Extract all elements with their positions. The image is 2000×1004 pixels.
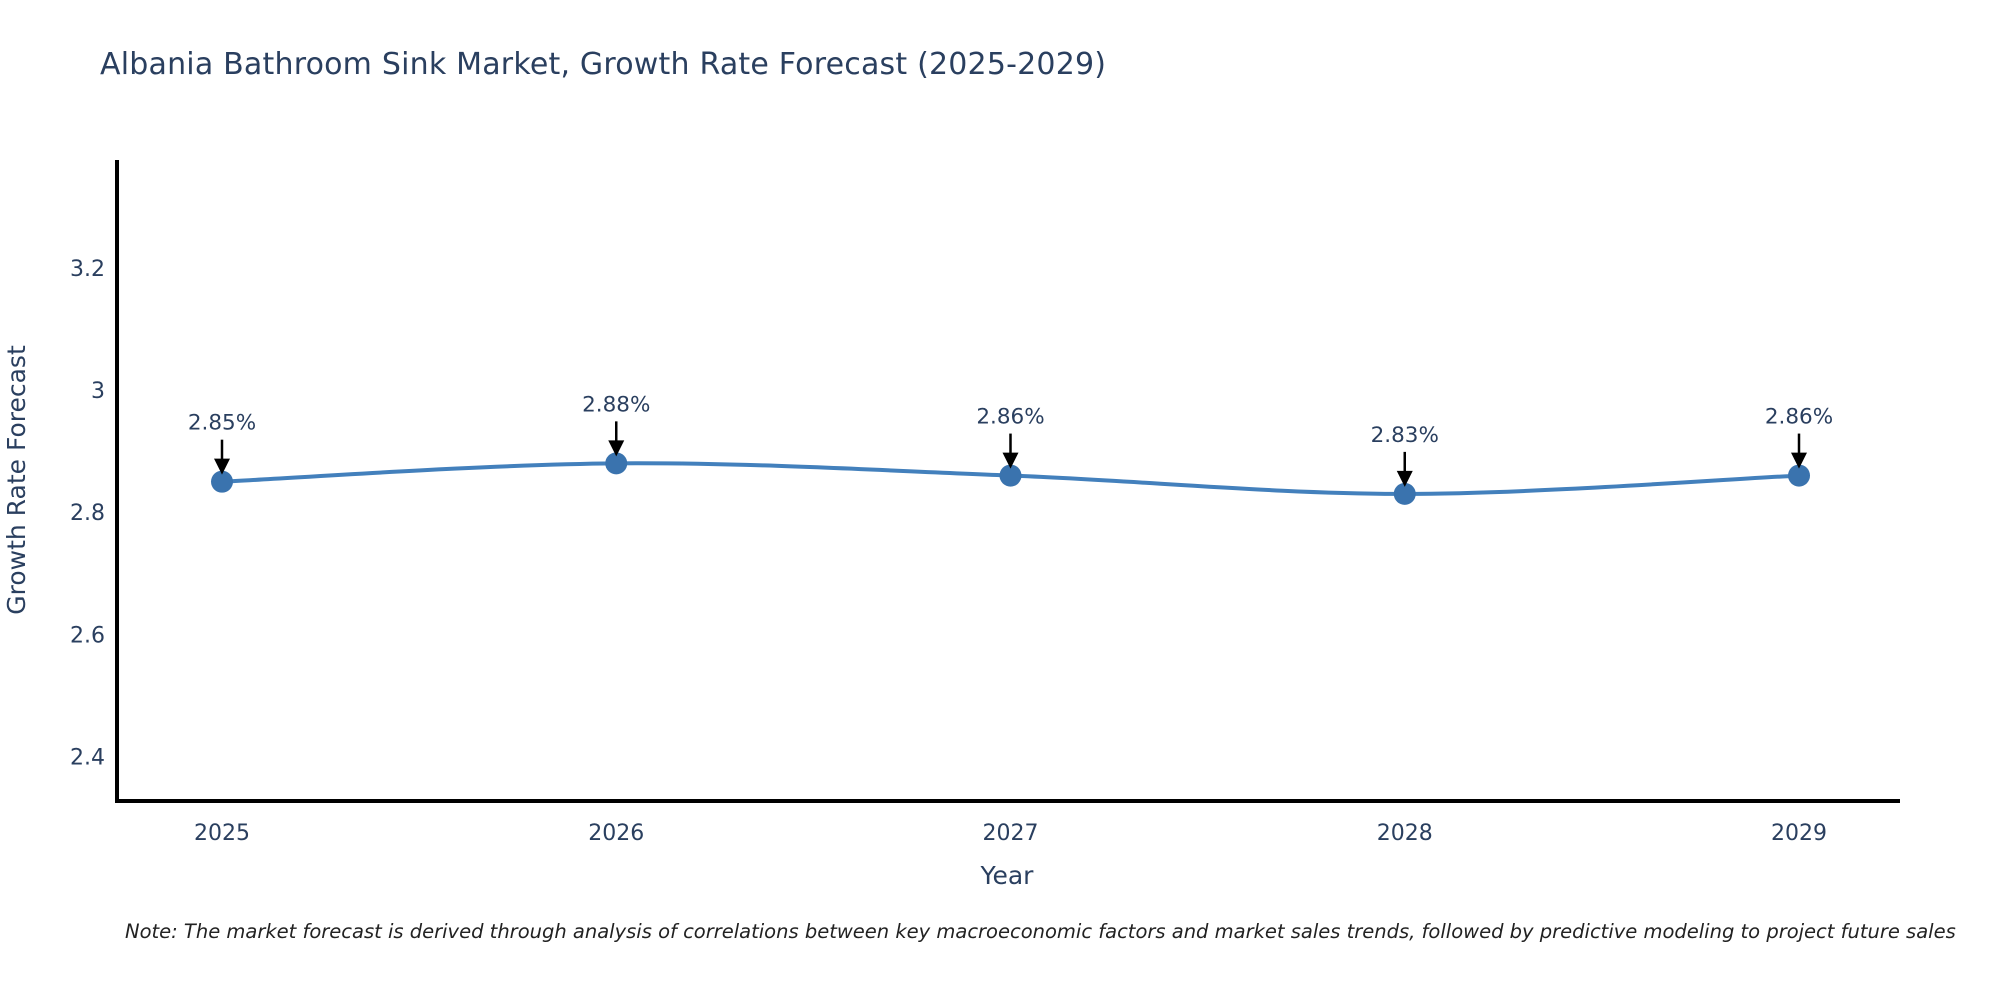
annotation-arrowhead-2025 (214, 458, 230, 475)
point-label-2027: 2.86% (976, 405, 1044, 430)
data-point-2027[interactable] (999, 464, 1022, 487)
x-axis-title: Year (980, 861, 1035, 890)
data-point-2029[interactable] (1788, 464, 1810, 487)
y-tick-label-2.6: 2.6 (70, 623, 105, 648)
annotation-arrowhead-2029 (1791, 452, 1807, 469)
point-label-2025: 2.85% (188, 411, 256, 436)
x-tick-label-2026: 2026 (588, 821, 644, 846)
y-tick-label-2.8: 2.8 (70, 501, 105, 526)
y-tick-label-2.4: 2.4 (70, 745, 105, 770)
y-axis-title: Growth Rate Forecast (2, 345, 31, 615)
y-tick-label-3.2: 3.2 (70, 257, 105, 282)
annotation-arrowhead-2027 (1002, 452, 1019, 469)
data-point-2025[interactable] (211, 470, 233, 493)
annotation-arrowhead-2028 (1396, 470, 1413, 487)
data-point-2026[interactable] (605, 452, 628, 475)
point-label-2029: 2.86% (1765, 405, 1833, 430)
point-label-2028: 2.83% (1371, 423, 1439, 448)
data-point-2028[interactable] (1393, 482, 1416, 505)
x-tick-label-2025: 2025 (194, 821, 250, 846)
x-tick-label-2028: 2028 (1377, 821, 1433, 846)
annotation-arrowhead-2026 (608, 440, 625, 457)
chart-title: Albania Bathroom Sink Market, Growth Rat… (100, 47, 1107, 82)
x-tick-label-2027: 2027 (983, 821, 1039, 846)
footnote: Note: The market forecast is derived thr… (125, 920, 1956, 943)
x-tick-label-2029: 2029 (1771, 821, 1827, 846)
point-label-2026: 2.88% (582, 392, 650, 417)
y-tick-label-3: 3 (91, 379, 105, 404)
